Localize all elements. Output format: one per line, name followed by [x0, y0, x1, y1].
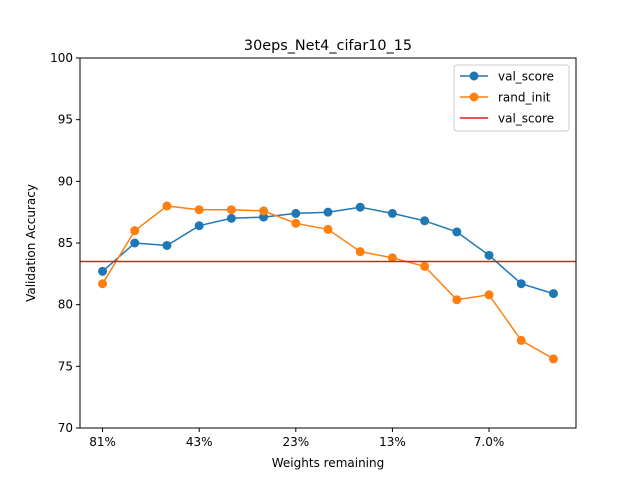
- data-point-val_score-0: [323, 207, 333, 217]
- data-point-val_score-0: [130, 238, 140, 248]
- data-point-rand_init-1: [162, 201, 172, 211]
- y-tick-label: 80: [58, 298, 73, 312]
- y-tick-label: 85: [58, 236, 73, 250]
- y-tick-label: 75: [58, 359, 73, 373]
- data-point-val_score-0: [226, 213, 236, 223]
- x-tick-label: 23%: [282, 435, 309, 449]
- data-point-rand_init-1: [323, 224, 333, 234]
- legend: val_score rand_init val_score: [453, 64, 570, 132]
- data-point-rand_init-1: [98, 279, 108, 289]
- data-point-rand_init-1: [387, 253, 397, 263]
- data-point-val_score-0: [484, 250, 494, 260]
- data-point-val_score-0: [387, 208, 397, 218]
- x-tick-label: 43%: [186, 435, 213, 449]
- data-point-val_score-0: [291, 208, 301, 218]
- data-point-val_score-0: [516, 279, 526, 289]
- plot-area: [80, 201, 576, 364]
- data-point-rand_init-1: [548, 354, 558, 364]
- x-tick-label: 7.0%: [474, 435, 505, 449]
- legend-label: val_score: [498, 70, 554, 84]
- data-point-rand_init-1: [226, 205, 236, 215]
- data-point-rand_init-1: [259, 206, 269, 216]
- data-point-rand_init-1: [130, 226, 140, 236]
- legend-label: rand_init: [498, 91, 551, 105]
- y-axis-label: Validation Accuracy: [24, 184, 38, 302]
- data-point-val_score-0: [548, 289, 558, 299]
- chart-title: 30eps_Net4_cifar10_15: [244, 38, 412, 54]
- series-line-val_score-0: [102, 206, 554, 295]
- data-point-rand_init-1: [484, 290, 494, 300]
- data-point-val_score-0: [98, 266, 108, 276]
- data-point-rand_init-1: [291, 218, 301, 228]
- legend-marker: [469, 71, 479, 81]
- data-point-val_score-0: [194, 221, 204, 231]
- data-point-val_score-0: [259, 212, 269, 222]
- legend-box: [453, 64, 570, 132]
- data-point-val_score-0: [355, 202, 365, 212]
- y-tick-label: 90: [58, 174, 73, 188]
- data-point-rand_init-1: [194, 205, 204, 215]
- data-point-rand_init-1: [516, 335, 526, 345]
- data-point-val_score-0: [452, 227, 462, 237]
- x-tick-label: 13%: [379, 435, 406, 449]
- data-point-val_score-0: [162, 240, 172, 250]
- y-tick-label: 70: [58, 421, 73, 435]
- y-tick-label: 95: [58, 113, 73, 127]
- data-point-rand_init-1: [355, 247, 365, 257]
- x-tick-label: 81%: [89, 435, 116, 449]
- legend-marker: [469, 92, 479, 102]
- data-point-val_score-0: [420, 216, 430, 226]
- data-point-rand_init-1: [452, 295, 462, 305]
- y-tick-label: 100: [50, 51, 73, 65]
- data-point-rand_init-1: [420, 261, 430, 271]
- legend-label: val_score: [498, 112, 554, 126]
- x-axis-label: Weights remaining: [272, 456, 384, 470]
